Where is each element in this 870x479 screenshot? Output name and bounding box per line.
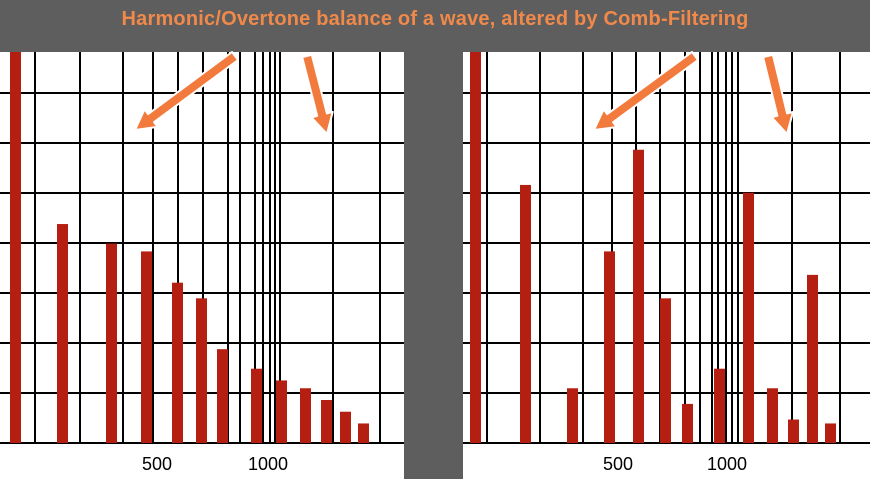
bar xyxy=(196,298,207,443)
bar xyxy=(10,52,21,443)
bar xyxy=(767,388,778,443)
bar xyxy=(788,419,799,443)
bar xyxy=(633,149,644,443)
x-tick-label: 500 xyxy=(142,454,172,474)
annotation-arrow xyxy=(301,53,334,135)
x-tick-label: 1000 xyxy=(248,454,288,474)
bar xyxy=(358,423,369,443)
bar xyxy=(714,368,725,443)
chart-panel-comb-filtered: 500 1000 xyxy=(463,52,870,479)
bar xyxy=(300,388,311,443)
bar xyxy=(520,184,531,443)
bar xyxy=(743,192,754,443)
bar xyxy=(825,423,836,443)
bar xyxy=(682,403,693,443)
chart-panel-original: 500 1000 xyxy=(0,52,404,479)
annotation-arrow xyxy=(134,51,239,131)
x-tick-label: 500 xyxy=(603,454,633,474)
figure-title: Harmonic/Overtone balance of a wave, alt… xyxy=(121,8,749,30)
bar xyxy=(276,380,287,443)
bar xyxy=(807,274,818,443)
annotation-arrow xyxy=(593,51,699,131)
bar xyxy=(57,224,68,443)
bar xyxy=(251,368,262,443)
bar xyxy=(141,251,152,443)
bar xyxy=(106,243,117,443)
bar xyxy=(567,388,578,443)
bar xyxy=(604,251,615,443)
bar xyxy=(660,298,671,443)
x-tick-label: 1000 xyxy=(707,454,747,474)
bar xyxy=(470,52,481,443)
bar xyxy=(172,282,183,443)
annotation-arrow xyxy=(762,53,794,135)
bar xyxy=(217,349,228,443)
bar xyxy=(340,411,351,443)
bar xyxy=(321,399,332,443)
